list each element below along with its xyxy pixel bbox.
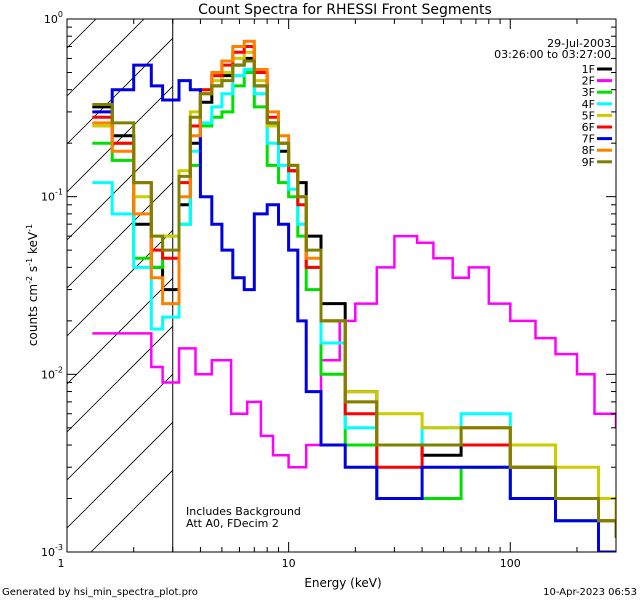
hatch-line	[67, 181, 173, 289]
hatch-line	[67, 133, 173, 241]
date-label: 29-Jul-2003	[547, 37, 611, 50]
x-tick-label: 1	[58, 557, 65, 570]
x-tick-label: 10	[282, 557, 296, 570]
series-line-4F	[92, 68, 616, 538]
hatch-line	[67, 421, 173, 529]
hatch-line	[90, 469, 173, 552]
hatch-line	[67, 373, 173, 481]
legend-label-1F: 1F	[582, 63, 595, 76]
chart-title: Count Spectra for RHESSI Front Segments	[198, 2, 492, 18]
legend-label-9F: 9F	[582, 156, 595, 169]
series-line-5F	[92, 50, 616, 521]
y-tick-label: 10-2	[41, 365, 63, 381]
legend-label-5F: 5F	[582, 109, 595, 122]
hatch-line	[67, 325, 173, 433]
time-range-label: 03:26:00 to 03:27:00	[494, 48, 611, 61]
y-tick-label: 100	[44, 10, 63, 26]
legend-label-7F: 7F	[582, 133, 595, 146]
series-line-2F	[92, 234, 616, 469]
y-tick-label: 10-3	[41, 543, 63, 559]
series-line-7F	[92, 63, 616, 552]
legend-label-4F: 4F	[582, 98, 595, 111]
hatch-line	[67, 85, 173, 193]
footer-timestamp: 10-Apr-2023 06:53	[543, 587, 637, 598]
annotation-background: Includes Background	[186, 505, 301, 518]
series-line-9F	[92, 59, 616, 538]
series-group	[92, 39, 616, 552]
hatch-line	[67, 277, 173, 385]
y-axis-label: counts cm-2 s-1 keV-1	[25, 224, 40, 346]
footer-generator: Generated by hsi_min_spectra_plot.pro	[2, 587, 198, 598]
x-tick-label: 100	[500, 557, 521, 570]
legend-label-3F: 3F	[582, 86, 595, 99]
hatched-region	[67, 19, 174, 552]
legend-label-6F: 6F	[582, 121, 595, 134]
x-axis-label: Energy (keV)	[304, 576, 381, 590]
series-line-6F	[92, 45, 616, 538]
legend-label-2F: 2F	[582, 75, 595, 88]
axis-ticks: 10 100 1 100 10-1 10-2 10-3	[41, 10, 617, 570]
annotation-attenuator: Att A0, FDecim 2	[186, 517, 279, 530]
plot-frame	[66, 18, 617, 553]
legend-label-8F: 8F	[582, 144, 595, 157]
y-tick-label: 10-1	[41, 188, 63, 204]
hatch-line	[67, 37, 173, 145]
